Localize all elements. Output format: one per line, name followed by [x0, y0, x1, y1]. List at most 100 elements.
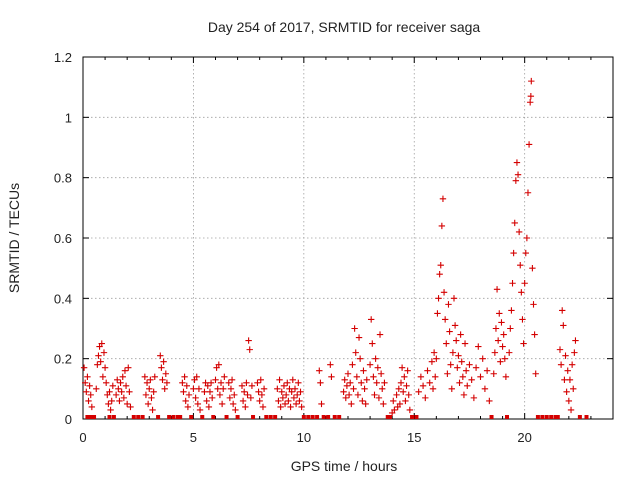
data-point — [151, 373, 158, 380]
data-point — [287, 403, 294, 411]
data-point — [475, 343, 482, 350]
data-point — [316, 367, 323, 374]
data-point — [562, 352, 569, 359]
chart-title: Day 254 of 2017, SRMTID for receiver sag… — [208, 19, 481, 35]
data-point — [82, 379, 89, 386]
data-point — [127, 403, 134, 411]
data-point — [125, 364, 132, 371]
data-point — [515, 228, 523, 236]
data-point — [507, 325, 514, 332]
zero-point — [171, 415, 176, 419]
data-point — [532, 370, 539, 377]
data-point — [458, 358, 465, 365]
data-point — [277, 403, 284, 411]
data-point — [450, 295, 458, 302]
data-point — [379, 385, 386, 393]
zero-point — [107, 415, 112, 419]
y-tick-label: 0.4 — [54, 291, 72, 306]
data-point — [492, 325, 500, 332]
data-point — [514, 171, 522, 178]
data-point — [142, 391, 150, 399]
y-tick-label: 0.8 — [54, 171, 72, 186]
data-point — [527, 93, 535, 100]
x-tick-label: 20 — [517, 430, 531, 445]
data-point — [398, 364, 406, 371]
data-point — [288, 388, 295, 396]
data-point — [444, 370, 451, 377]
data-point — [241, 388, 248, 396]
data-point — [150, 388, 157, 396]
data-point — [120, 394, 128, 402]
data-point — [448, 385, 455, 393]
data-point — [220, 385, 227, 393]
data-point — [195, 385, 203, 393]
zero-point — [88, 415, 93, 419]
data-point — [512, 177, 520, 184]
zero-point — [544, 415, 549, 419]
data-point — [294, 391, 301, 399]
data-point — [95, 352, 102, 359]
data-point — [185, 391, 193, 399]
data-point — [101, 364, 109, 371]
data-point — [362, 400, 369, 408]
data-point — [160, 358, 167, 365]
data-point — [246, 346, 253, 353]
data-point — [439, 195, 447, 202]
data-point — [259, 403, 267, 411]
zero-markers — [85, 415, 589, 419]
data-point — [571, 349, 578, 356]
data-point — [405, 391, 412, 399]
data-point — [517, 261, 524, 269]
y-tick-label: 1.2 — [54, 50, 72, 65]
data-point — [477, 373, 484, 380]
zero-point — [584, 415, 589, 419]
data-point — [395, 385, 402, 393]
data-point — [84, 373, 91, 380]
zero-point — [301, 415, 306, 419]
zero-point — [332, 415, 337, 419]
y-axis-label: SRMTID / TECUs — [6, 183, 22, 293]
data-point — [254, 379, 261, 386]
data-point — [216, 391, 224, 399]
x-tick-label: 0 — [79, 430, 86, 445]
data-point — [231, 391, 238, 399]
data-point — [381, 379, 388, 386]
data-point — [470, 394, 478, 402]
data-point — [147, 376, 154, 383]
zero-point — [167, 415, 172, 419]
data-point — [457, 331, 464, 338]
data-point — [523, 234, 531, 242]
data-point — [380, 400, 387, 408]
data-point — [461, 340, 469, 347]
data-point — [350, 385, 357, 393]
data-point — [406, 406, 414, 414]
data-point — [370, 373, 377, 380]
data-point — [369, 340, 376, 347]
data-point — [94, 361, 101, 368]
data-point — [440, 289, 448, 296]
data-point — [163, 379, 171, 386]
data-point — [435, 295, 442, 302]
data-point — [232, 406, 239, 414]
data-point — [568, 361, 576, 368]
data-point — [280, 382, 288, 390]
data-point — [217, 379, 225, 386]
data-point — [351, 325, 358, 332]
data-point — [401, 373, 408, 380]
data-point — [451, 322, 459, 329]
data-point — [454, 364, 461, 371]
data-point — [291, 385, 299, 393]
data-point — [144, 400, 152, 408]
data-point — [162, 370, 170, 377]
data-point — [289, 376, 296, 383]
data-point — [344, 370, 352, 377]
zero-point — [555, 415, 560, 419]
data-point — [122, 382, 130, 390]
data-point — [415, 388, 422, 396]
data-point — [356, 355, 364, 362]
data-point — [116, 397, 123, 405]
zero-point — [211, 415, 216, 419]
data-point — [297, 388, 304, 396]
data-point — [345, 391, 353, 399]
data-point — [295, 379, 302, 386]
